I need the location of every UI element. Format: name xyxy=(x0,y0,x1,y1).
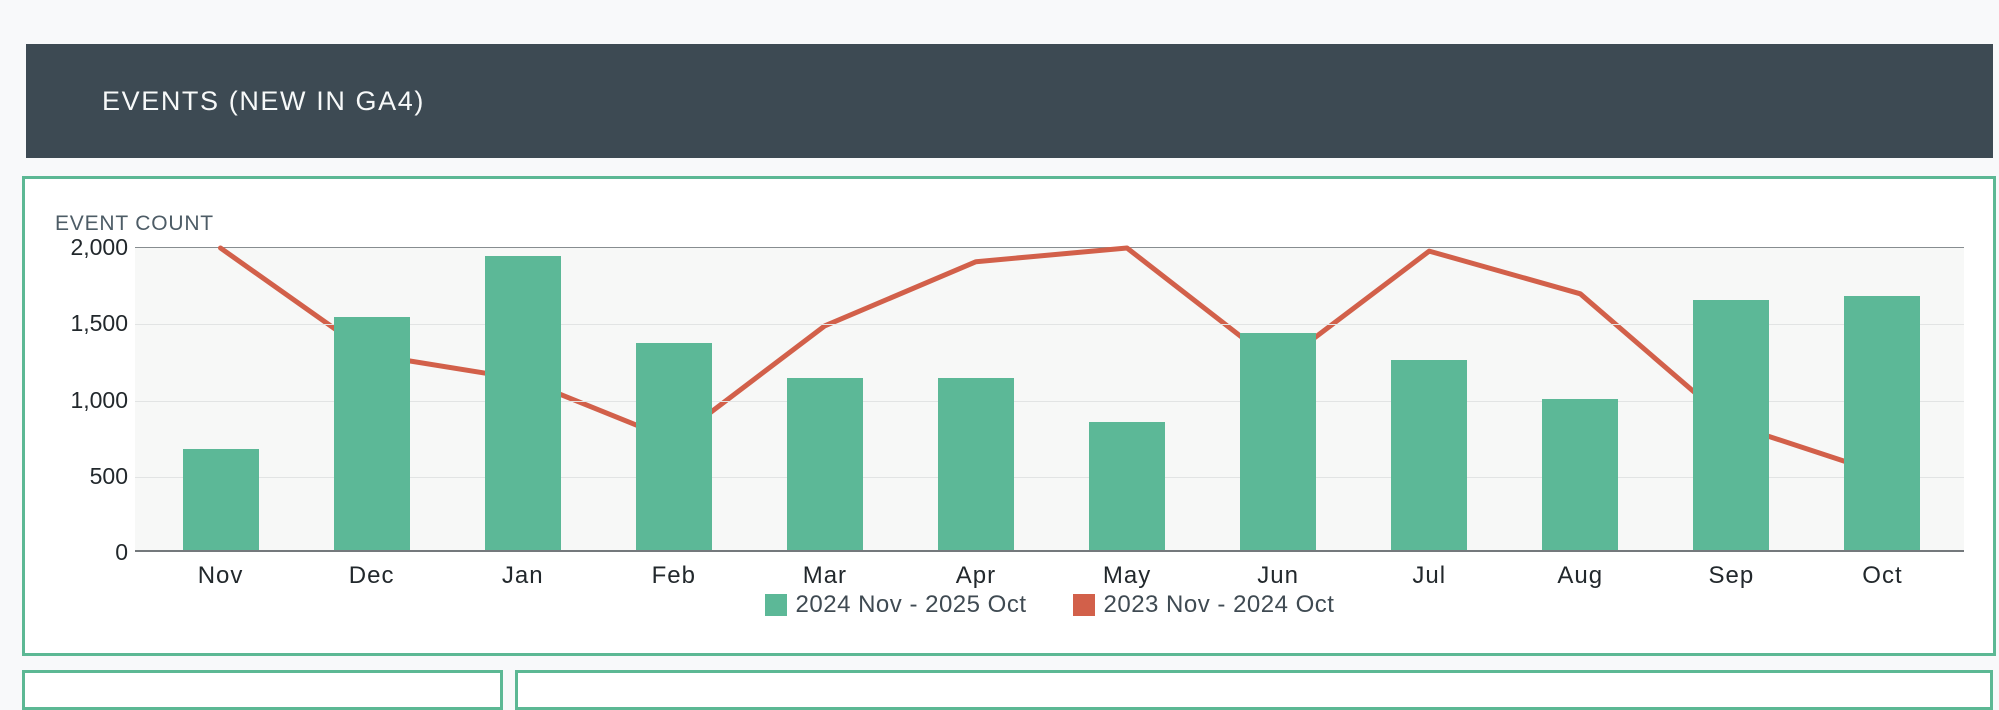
bar-jun[interactable] xyxy=(1240,333,1317,550)
bar-may[interactable] xyxy=(1089,421,1166,550)
chart-axis-title: EVENT COUNT xyxy=(55,212,214,235)
section-title: EVENTS (NEW IN GA4) xyxy=(102,85,425,116)
x-tick-label-feb: Feb xyxy=(651,562,696,589)
x-tick-label-aug: Aug xyxy=(1557,562,1604,589)
x-tick-label-jun: Jun xyxy=(1257,562,1299,589)
chart-plot-area xyxy=(135,245,1964,552)
x-tick-label-jul: Jul xyxy=(1412,562,1447,589)
bar-apr[interactable] xyxy=(937,377,1014,550)
gridline xyxy=(135,324,1964,326)
bar-oct[interactable] xyxy=(1844,296,1921,550)
bar-aug[interactable] xyxy=(1542,399,1619,550)
bar-dec[interactable] xyxy=(333,316,410,550)
x-tick-label-mar: Mar xyxy=(802,562,848,589)
legend-swatch-line xyxy=(1072,594,1095,616)
events-chart-panel: EVENT COUNT 2,000 1,500 1,000 500 0 Nov Dec Ja… xyxy=(22,176,1996,656)
gridline xyxy=(135,400,1964,402)
legend-label-previous-period: 2023 Nov - 2024 Oct xyxy=(1103,591,1335,618)
x-tick-label-oct: Oct xyxy=(1862,562,1903,589)
legend-swatch-bar xyxy=(764,594,787,616)
y-tick-label: 1,000 xyxy=(70,386,128,413)
bar-feb[interactable] xyxy=(635,343,712,550)
bar-mar[interactable] xyxy=(786,377,863,550)
bottom-right-panel xyxy=(515,670,1993,710)
legend-item-previous-period[interactable]: 2023 Nov - 2024 Oct xyxy=(1072,591,1335,619)
y-tick-label: 500 xyxy=(89,462,128,489)
x-tick-label-apr: Apr xyxy=(955,562,997,589)
gridline xyxy=(135,476,1964,478)
y-tick-label: 1,500 xyxy=(70,310,128,337)
section-header: EVENTS (NEW IN GA4) xyxy=(26,44,1993,158)
legend-label-current-period: 2024 Nov - 2025 Oct xyxy=(795,591,1027,618)
bar-sep[interactable] xyxy=(1693,299,1770,550)
chart-legend: 2024 Nov - 2025 Oct 2023 Nov - 2024 Oct xyxy=(135,591,1964,619)
bar-nov[interactable] xyxy=(182,448,259,550)
x-tick-label-may: May xyxy=(1102,562,1152,589)
x-tick-label-dec: Dec xyxy=(348,562,395,589)
x-tick-label-sep: Sep xyxy=(1708,562,1755,589)
dashboard-page: EVENTS (NEW IN GA4) EVENT COUNT 2,000 1,5… xyxy=(22,44,1996,710)
bar-jul[interactable] xyxy=(1391,360,1468,550)
bar-jan[interactable] xyxy=(484,255,561,550)
bottom-left-panel xyxy=(22,670,503,710)
x-tick-label-nov: Nov xyxy=(197,562,244,589)
y-tick-label: 0 xyxy=(115,539,128,565)
x-tick-label-jan: Jan xyxy=(501,562,544,589)
legend-item-current-period[interactable]: 2024 Nov - 2025 Oct xyxy=(764,591,1027,619)
y-tick-label: 2,000 xyxy=(70,234,128,260)
